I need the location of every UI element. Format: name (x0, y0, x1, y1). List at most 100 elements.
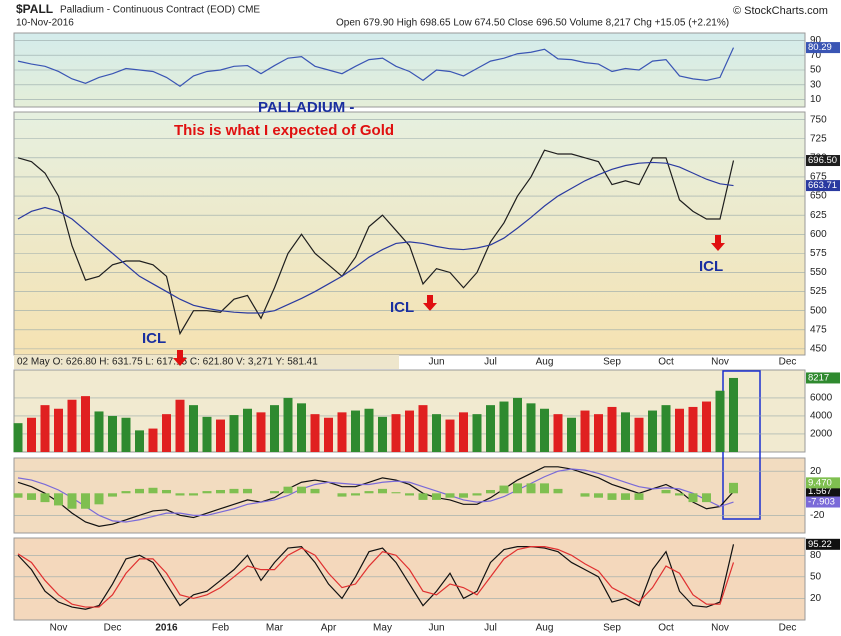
value-tag-label: 1.567 (808, 486, 832, 497)
bar (445, 493, 455, 498)
y-tick-label: 20 (810, 466, 822, 477)
bar (675, 493, 684, 496)
bar (310, 414, 320, 452)
x-tick-label: Mar (266, 623, 284, 634)
value-tag (806, 538, 840, 550)
bar (391, 492, 401, 494)
x-tick-label: Dec (104, 623, 122, 634)
bar (607, 406, 617, 452)
bar (391, 414, 401, 452)
bar (337, 412, 347, 452)
stoch-panel (13, 537, 806, 621)
bar (81, 396, 90, 452)
bar (364, 408, 374, 452)
annotation: PALLADIUM - (258, 99, 354, 116)
bar (148, 487, 158, 494)
x-tick-label: Nov (711, 357, 729, 368)
bar (513, 483, 522, 494)
value-tag (806, 486, 840, 498)
bar (634, 493, 644, 500)
y-tick-label: 550 (810, 267, 827, 278)
x-tick-label: Oct (658, 623, 674, 634)
bar (67, 399, 77, 452)
y-tick-label: 90 (810, 35, 822, 46)
bar (94, 493, 104, 505)
series-line (17, 149, 735, 336)
y-tick-label: 525 (810, 286, 827, 297)
bar (135, 488, 144, 494)
bar (661, 405, 671, 452)
x-tick-label: Nov (711, 623, 729, 634)
bar (729, 482, 738, 494)
y-tick-label: 30 (810, 79, 822, 90)
x-tick-label: Jun (428, 357, 444, 368)
bar (364, 491, 374, 494)
y-tick-label: 20 (810, 593, 822, 604)
bar (540, 483, 549, 494)
x-tick-label: 2016 (155, 623, 178, 634)
y-tick-label: 10 (810, 94, 822, 105)
bar (553, 488, 563, 494)
chart-name: Palladium - Continuous Contract (EOD) CM… (60, 5, 260, 16)
bar (405, 493, 414, 496)
value-tag-label: -7.903 (808, 497, 835, 508)
bar (121, 417, 131, 452)
bar (189, 493, 198, 496)
symbol: $PALL (16, 2, 53, 16)
y-tick-label: 575 (810, 248, 827, 259)
bar (148, 428, 158, 452)
x-tick-label: Sep (603, 623, 621, 634)
bar (351, 410, 360, 452)
bar (27, 493, 36, 500)
bar (499, 485, 509, 494)
bar (486, 405, 495, 452)
y-tick-label: 750 (810, 114, 827, 125)
annotation: ICL (142, 330, 166, 347)
bar (688, 406, 698, 452)
bar (729, 377, 738, 452)
bar (81, 493, 90, 509)
bar (54, 493, 63, 506)
series-line (17, 546, 735, 608)
y-tick-label: 625 (810, 210, 827, 221)
bar (40, 493, 50, 503)
bar (702, 493, 711, 503)
bar (634, 417, 644, 452)
x-tick-label: Dec (779, 623, 797, 634)
series-line (17, 468, 734, 523)
series-line (17, 47, 735, 88)
annotation: This is what I expected of Gold (174, 122, 394, 139)
y-tick-label: 500 (810, 305, 827, 316)
bar (216, 489, 225, 494)
bar (513, 397, 522, 452)
bar (580, 410, 590, 452)
arrow (423, 295, 437, 311)
bar (175, 493, 185, 496)
info-bar (14, 355, 399, 369)
bar (297, 486, 306, 494)
value-tag (806, 155, 840, 167)
y-tick-label: 650 (810, 191, 827, 202)
bar (283, 486, 293, 494)
bar (270, 405, 279, 452)
bar (648, 410, 657, 452)
info: 02 May O: 626.80 H: 631.75 L: 617.15 C: … (17, 357, 318, 368)
x-tick-label: Aug (536, 623, 554, 634)
bar (270, 491, 279, 494)
value-tag (806, 42, 840, 54)
y-tick-label: 50 (810, 65, 822, 76)
value-tag-label: 9.470 (808, 477, 832, 488)
y-tick-label: 475 (810, 324, 827, 335)
value-tag (806, 180, 840, 192)
bar (162, 489, 171, 494)
x-tick-label: Oct (658, 357, 674, 368)
x-tick-label: Nov (50, 623, 68, 634)
y-tick-label: 70 (810, 50, 822, 61)
y-tick-label: -20 (810, 510, 825, 521)
x-tick-label: Sep (603, 357, 621, 368)
bar (162, 414, 171, 452)
credit: © StockCharts.com (733, 5, 828, 17)
bar (283, 397, 293, 452)
bar (607, 493, 617, 500)
bar (108, 493, 117, 497)
